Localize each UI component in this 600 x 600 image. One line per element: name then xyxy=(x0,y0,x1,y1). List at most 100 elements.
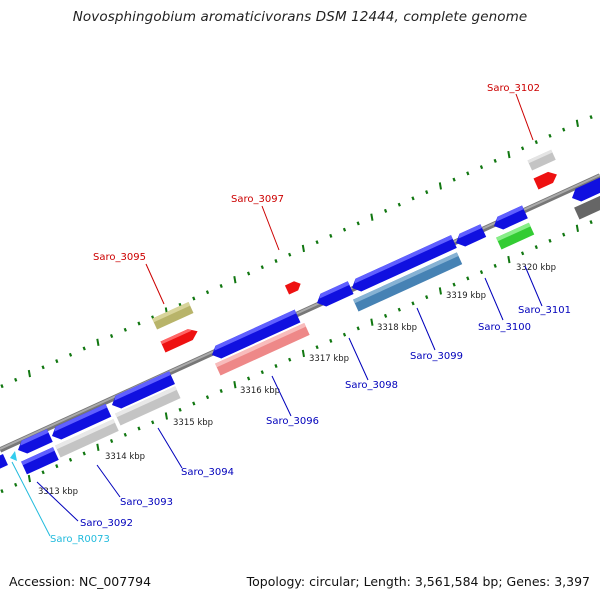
gene-saro-3102[interactable] xyxy=(527,149,556,171)
label-saro-3096[interactable]: Saro_3096 xyxy=(266,416,319,427)
tick-mark xyxy=(479,270,484,275)
gene-right-top[interactable] xyxy=(569,175,600,204)
gene-saro-3095[interactable] xyxy=(152,302,194,330)
tick-mark xyxy=(562,232,566,237)
tick-mark xyxy=(356,326,360,331)
gene-saro-3093[interactable] xyxy=(55,419,119,458)
tick-mark xyxy=(219,284,223,288)
tick-mark xyxy=(466,171,470,176)
tick-mark xyxy=(342,332,347,337)
gene-saro-3093-top[interactable] xyxy=(15,429,53,456)
gene-saro-3092[interactable] xyxy=(21,447,59,475)
gene-saro-3096[interactable] xyxy=(215,322,310,376)
gene-saro-3096-top[interactable] xyxy=(209,309,301,362)
label-saro-3102[interactable]: Saro_3102 xyxy=(487,83,540,94)
tick-mark xyxy=(383,313,388,318)
kbp-label: 3315 kbp xyxy=(173,418,213,428)
tick-mark xyxy=(425,295,429,300)
tick-mark xyxy=(356,221,360,226)
label-saro-3093[interactable]: Saro_3093 xyxy=(120,497,173,508)
gene-saro-3098-top[interactable] xyxy=(314,281,354,309)
label-saro-r0073[interactable]: Saro_R0073 xyxy=(50,534,110,545)
tick-mark xyxy=(493,158,497,163)
tick-mark xyxy=(301,244,305,253)
gene-saro-3100-top[interactable] xyxy=(453,224,487,249)
tick-mark xyxy=(260,265,264,270)
label-saro-3098[interactable]: Saro_3098 xyxy=(345,380,398,391)
tick-mark xyxy=(246,271,251,276)
kbp-labels: 3313 kbp 3314 kbp 3315 kbp 3316 kbp 3317… xyxy=(38,263,556,497)
tick-mark xyxy=(397,307,401,312)
tick-mark xyxy=(411,301,415,306)
gene-saro-3095-red[interactable] xyxy=(160,326,201,353)
tick-mark xyxy=(205,395,210,400)
tick-mark xyxy=(288,252,292,257)
outer-tick-ring xyxy=(0,115,593,389)
gene-saro-3097[interactable] xyxy=(284,279,303,295)
tick-mark xyxy=(589,220,593,225)
tick-mark xyxy=(425,190,429,195)
tick-mark xyxy=(534,245,538,250)
label-saro-3100[interactable]: Saro_3100 xyxy=(478,322,531,333)
tick-mark xyxy=(27,474,31,483)
tick-mark xyxy=(383,208,388,213)
tick-mark xyxy=(507,150,511,159)
leader-lines xyxy=(11,93,543,537)
tick-mark xyxy=(27,369,31,378)
tick-mark xyxy=(507,255,511,264)
inner-tick-ring xyxy=(0,220,593,494)
tick-mark xyxy=(55,464,59,469)
accession-text: Accession: NC_007794 xyxy=(9,574,152,589)
tick-mark xyxy=(329,338,333,343)
tick-mark xyxy=(41,365,45,370)
tick-mark xyxy=(534,140,538,145)
tick-mark xyxy=(548,133,552,138)
tick-mark xyxy=(82,346,86,351)
label-saro-3099[interactable]: Saro_3099 xyxy=(410,351,463,362)
label-saro-3092[interactable]: Saro_3092 xyxy=(80,518,133,529)
tick-mark xyxy=(329,233,333,238)
gene-saro-3094b-top[interactable] xyxy=(109,371,175,411)
tick-mark xyxy=(288,357,292,362)
gene-saro-3102-red[interactable] xyxy=(533,169,560,190)
tick-mark xyxy=(137,426,141,431)
tick-mark xyxy=(479,165,484,170)
tick-mark xyxy=(315,345,319,350)
tick-mark xyxy=(123,432,127,437)
tick-mark xyxy=(55,359,59,364)
gene-saro-3099-top[interactable] xyxy=(349,235,457,294)
gene-saro-3099[interactable] xyxy=(353,252,463,312)
tick-mark xyxy=(370,318,374,326)
tick-mark xyxy=(575,119,579,127)
gene-saro-r0073[interactable] xyxy=(10,451,17,461)
tick-mark xyxy=(301,349,305,358)
tick-mark xyxy=(82,451,86,456)
tick-mark xyxy=(14,482,18,487)
label-saro-3095[interactable]: Saro_3095 xyxy=(93,252,146,263)
kbp-label: 3318 kbp xyxy=(377,323,417,333)
tick-mark xyxy=(397,202,401,207)
tick-mark xyxy=(246,376,251,381)
label-saro-3101[interactable]: Saro_3101 xyxy=(518,305,571,316)
tick-mark xyxy=(109,334,114,338)
label-saro-3097[interactable]: Saro_3097 xyxy=(231,194,284,205)
tick-mark xyxy=(438,182,442,190)
tick-mark xyxy=(109,439,114,443)
tick-mark xyxy=(438,287,442,295)
gene-saro-3092-left[interactable] xyxy=(0,454,8,470)
tick-mark xyxy=(0,489,4,494)
tick-mark xyxy=(466,276,470,281)
gene-saro-3094-top[interactable] xyxy=(49,403,112,442)
gene-saro-3101[interactable] xyxy=(496,222,535,250)
genome-title: Novosphingobium aromaticivorans DSM 1244… xyxy=(72,9,528,25)
label-saro-3094[interactable]: Saro_3094 xyxy=(181,467,234,478)
tick-mark xyxy=(452,282,456,287)
gene-saro-3094[interactable] xyxy=(115,386,181,426)
gene-right-dark[interactable] xyxy=(574,191,600,220)
tick-mark xyxy=(123,327,127,332)
tick-mark xyxy=(192,296,196,301)
tick-mark xyxy=(411,196,415,201)
gene-saro-3101-top[interactable] xyxy=(491,205,528,233)
tick-mark xyxy=(548,238,552,243)
tick-mark xyxy=(137,321,141,326)
